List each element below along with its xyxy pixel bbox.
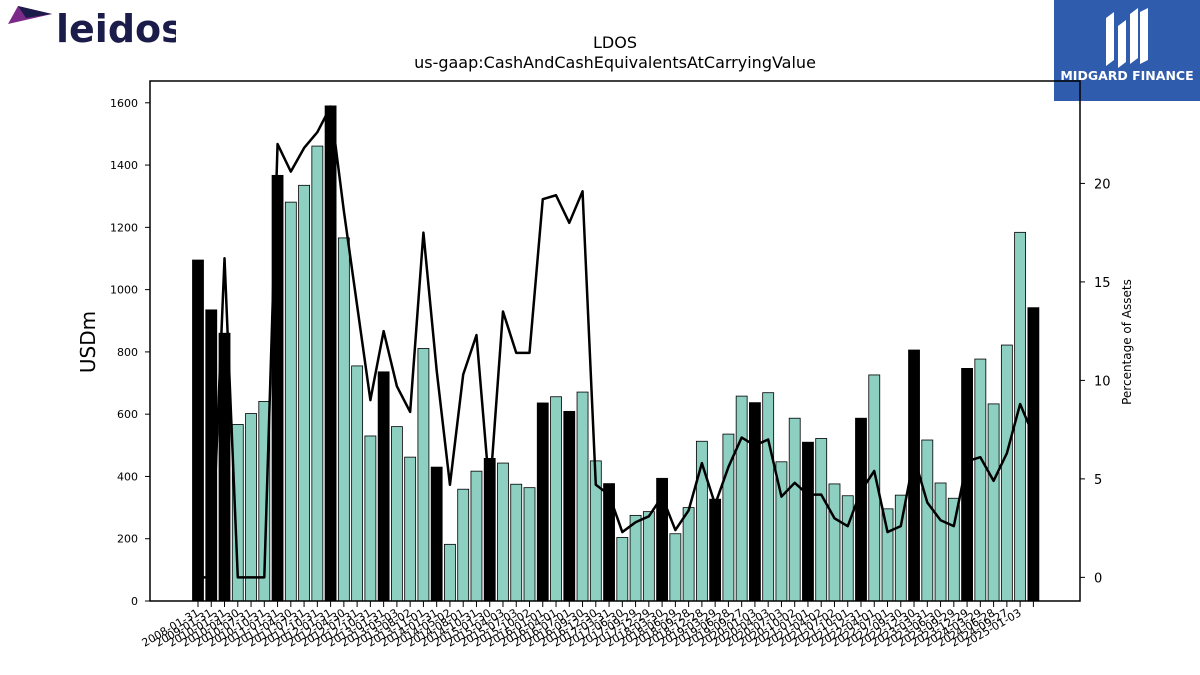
bar-46	[802, 441, 814, 602]
bar-63	[1027, 307, 1040, 602]
y2-axis-ticks: 0 5 10 15 20	[1080, 177, 1111, 586]
bar-45	[788, 417, 801, 602]
bar-50	[855, 417, 867, 602]
bar-36	[669, 533, 682, 602]
y-tick-label: 400	[117, 470, 138, 483]
percent-line	[198, 105, 1035, 579]
axes	[149, 80, 1081, 602]
y-tick-label: 600	[117, 408, 138, 421]
bar-9	[311, 145, 324, 602]
bar-48	[828, 483, 841, 602]
bar-43	[762, 392, 775, 602]
bar-17	[417, 348, 430, 602]
bar-25	[523, 487, 536, 602]
bar-34	[642, 511, 655, 602]
bar-8	[298, 184, 310, 602]
bar-0	[192, 259, 204, 602]
bar-11	[337, 237, 350, 602]
bar-61	[1000, 344, 1013, 602]
y2-tick-label: 15	[1094, 276, 1111, 291]
y-tick-label: 1400	[110, 159, 138, 172]
chart-title: LDOS	[593, 33, 637, 52]
bar-52	[881, 508, 894, 602]
bar-13	[364, 435, 377, 602]
y2-tick-label: 0	[1094, 571, 1102, 586]
bar-21	[470, 470, 483, 602]
bar-49	[841, 495, 854, 602]
bar-19	[444, 543, 456, 602]
bar-27	[550, 396, 562, 602]
bar-47	[815, 438, 828, 602]
percent-line-series	[198, 105, 1035, 579]
y2-axis-label: Percentage of Assets	[1120, 279, 1134, 405]
bar-56	[934, 482, 947, 602]
bar-24	[510, 483, 523, 602]
bar-57	[947, 497, 960, 602]
bar-33	[629, 514, 642, 602]
bar-60	[987, 403, 1000, 602]
bar-20	[457, 488, 470, 602]
y2-tick-label: 20	[1094, 177, 1111, 192]
y2-tick-label: 5	[1094, 473, 1102, 488]
leidos-logo: leidos	[8, 6, 176, 50]
y-tick-label: 1200	[110, 221, 138, 234]
chart-subtitle: us-gaap:CashAndCashEquivalentsAtCarrying…	[414, 53, 816, 72]
bar-4	[245, 413, 257, 602]
y-tick-label: 800	[117, 346, 138, 359]
leidos-logo-text: leidos	[56, 7, 176, 50]
bar-59	[974, 358, 987, 602]
y2-tick-label: 10	[1094, 374, 1111, 389]
bar-42	[749, 402, 761, 602]
bar-series	[192, 105, 1040, 602]
bar-14	[377, 371, 390, 602]
bar-7	[284, 201, 297, 602]
midgard-finance-logo: MIDGARD FINANCE	[1054, 0, 1200, 101]
bar-39	[709, 498, 722, 602]
bar-31	[603, 483, 615, 602]
y-tick-label: 1600	[110, 97, 138, 110]
bar-18	[430, 466, 443, 602]
bar-32	[616, 537, 629, 602]
plot-frame	[149, 80, 1081, 602]
bar-23	[497, 462, 509, 602]
bar-26	[536, 402, 549, 602]
bar-10	[324, 105, 337, 602]
bar-15	[390, 426, 403, 602]
y-tick-label: 200	[117, 533, 138, 546]
bar-37	[682, 507, 695, 602]
y-axis-ticks: 0 200 400 600 800 1000 1200 1400 1600	[110, 97, 150, 608]
y-axis-label: USDm	[76, 311, 100, 373]
bar-12	[351, 365, 364, 602]
y-tick-label: 0	[131, 595, 138, 608]
bar-16	[404, 456, 417, 602]
bar-29	[576, 391, 589, 602]
y-tick-label: 1000	[110, 284, 138, 297]
bar-28	[563, 410, 576, 602]
bar-55	[921, 439, 934, 602]
x-axis-ticks: 2008-01-312009-01-312010-01-312010-04-30…	[140, 601, 1034, 650]
bar-41	[735, 395, 748, 602]
midgard-finance-logo-text: MIDGARD FINANCE	[1060, 68, 1193, 83]
